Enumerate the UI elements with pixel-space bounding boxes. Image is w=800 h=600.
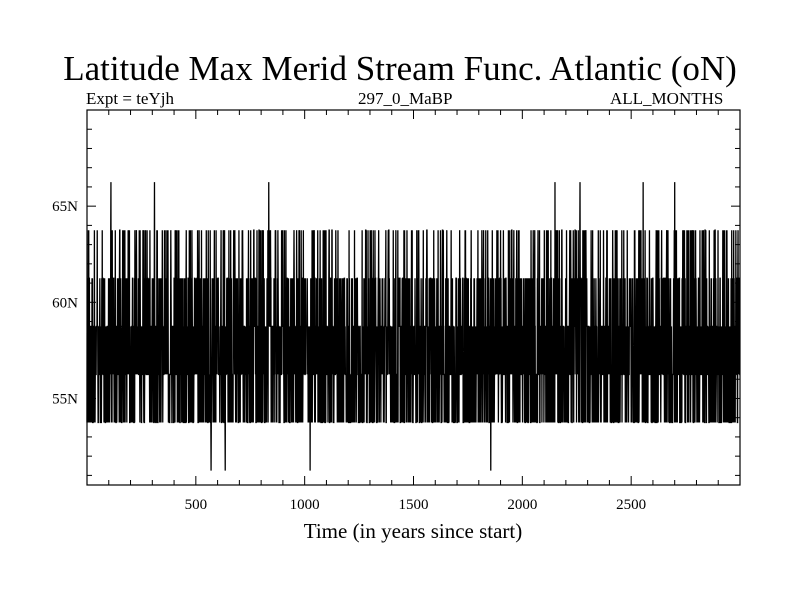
series-layer xyxy=(86,182,741,471)
y-tick-label: 60N xyxy=(52,295,78,311)
run-label: 297_0_MaBP xyxy=(358,89,453,108)
x-tick-label: 2000 xyxy=(507,497,537,513)
y-tick-label: 65N xyxy=(52,199,78,215)
x-tick-label: 1500 xyxy=(399,497,429,513)
x-axis-title: Time (in years since start) xyxy=(304,519,523,543)
months-label: ALL_MONTHS xyxy=(610,89,724,108)
x-tick-label: 2500 xyxy=(616,497,646,513)
y-ticks: 55N 60N 65N xyxy=(52,199,740,407)
minor-ticks xyxy=(87,110,740,485)
y-tick-label: 55N xyxy=(52,391,78,407)
chart-title: Latitude Max Merid Stream Func. Atlantic… xyxy=(63,49,737,88)
x-tick-label: 500 xyxy=(185,497,208,513)
plot-frame xyxy=(86,109,741,486)
x-tick-label: 1000 xyxy=(290,497,320,513)
series-line xyxy=(86,182,741,471)
experiment-label: Expt = teYjh xyxy=(86,89,174,108)
x-ticks: 500 1000 1500 2000 2500 xyxy=(185,110,646,513)
